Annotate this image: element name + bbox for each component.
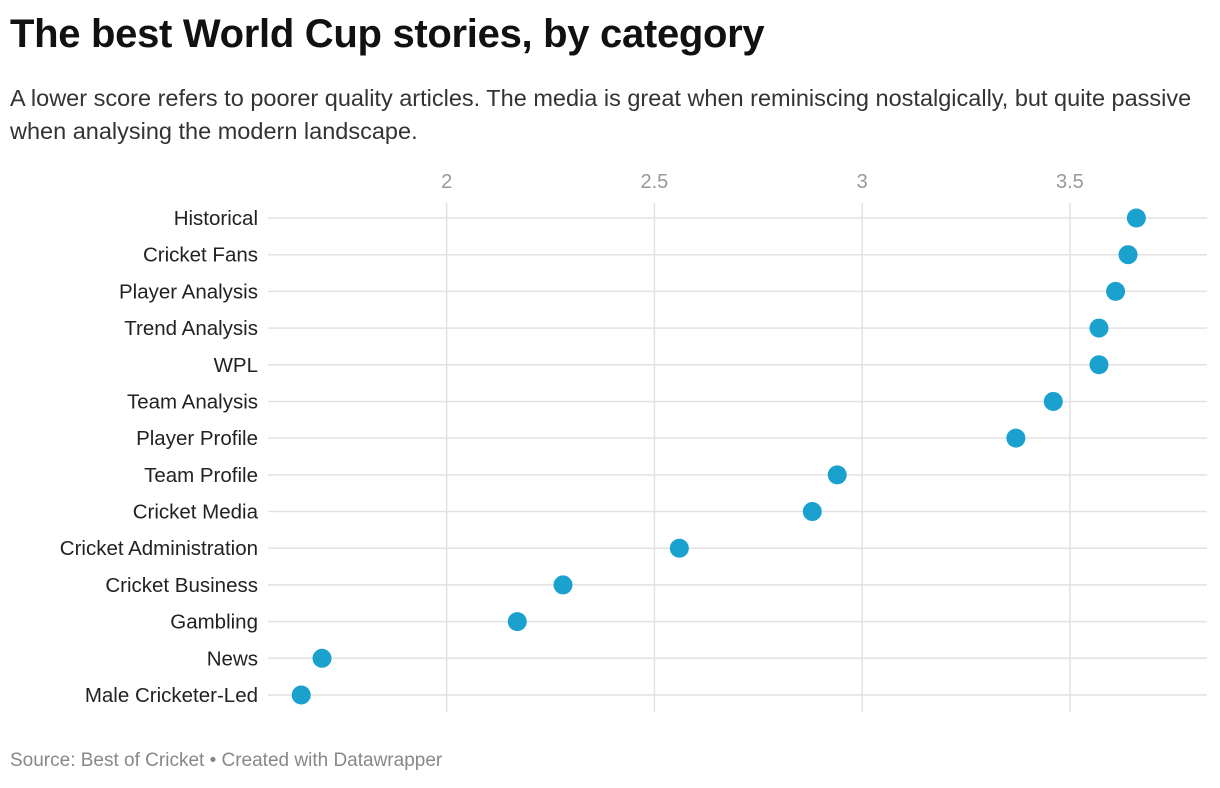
data-point — [1126, 208, 1146, 228]
chart-subtitle: A lower score refers to poorer quality a… — [10, 85, 1192, 144]
chart-title: The best World Cup stories, by category — [10, 12, 765, 56]
data-point — [507, 612, 527, 632]
category-label: Player Profile — [136, 427, 258, 450]
category-label: Cricket Administration — [60, 537, 258, 560]
category-label: Team Profile — [144, 464, 258, 487]
category-label: Cricket Fans — [143, 244, 258, 267]
source-note: Source: Best of Cricket • Created with D… — [10, 750, 443, 771]
x-tick-label: 3.5 — [1056, 171, 1084, 193]
category-label: Historical — [174, 207, 258, 230]
data-point — [291, 685, 311, 705]
data-point — [312, 648, 332, 668]
x-tick-label: 2.5 — [640, 171, 668, 193]
category-label: Gambling — [170, 611, 258, 634]
data-point — [553, 575, 573, 595]
category-label: Cricket Business — [105, 574, 258, 597]
category-label: Trend Analysis — [124, 317, 258, 340]
data-point — [1006, 428, 1026, 448]
data-point — [1118, 245, 1138, 265]
data-point — [827, 465, 847, 485]
category-label: Player Analysis — [119, 280, 258, 303]
data-point — [1106, 281, 1126, 301]
data-point — [1089, 355, 1109, 375]
x-tick-label: 3 — [857, 171, 868, 193]
category-label: Team Analysis — [127, 390, 258, 413]
category-label: Cricket Media — [133, 501, 259, 524]
category-label: Male Cricketer-Led — [85, 684, 258, 707]
data-point — [1043, 391, 1063, 411]
data-point — [669, 538, 689, 558]
x-tick-label: 2 — [441, 171, 452, 193]
category-label: WPL — [214, 354, 258, 377]
data-point — [1089, 318, 1109, 338]
category-label: News — [207, 647, 258, 670]
data-point — [802, 502, 822, 522]
